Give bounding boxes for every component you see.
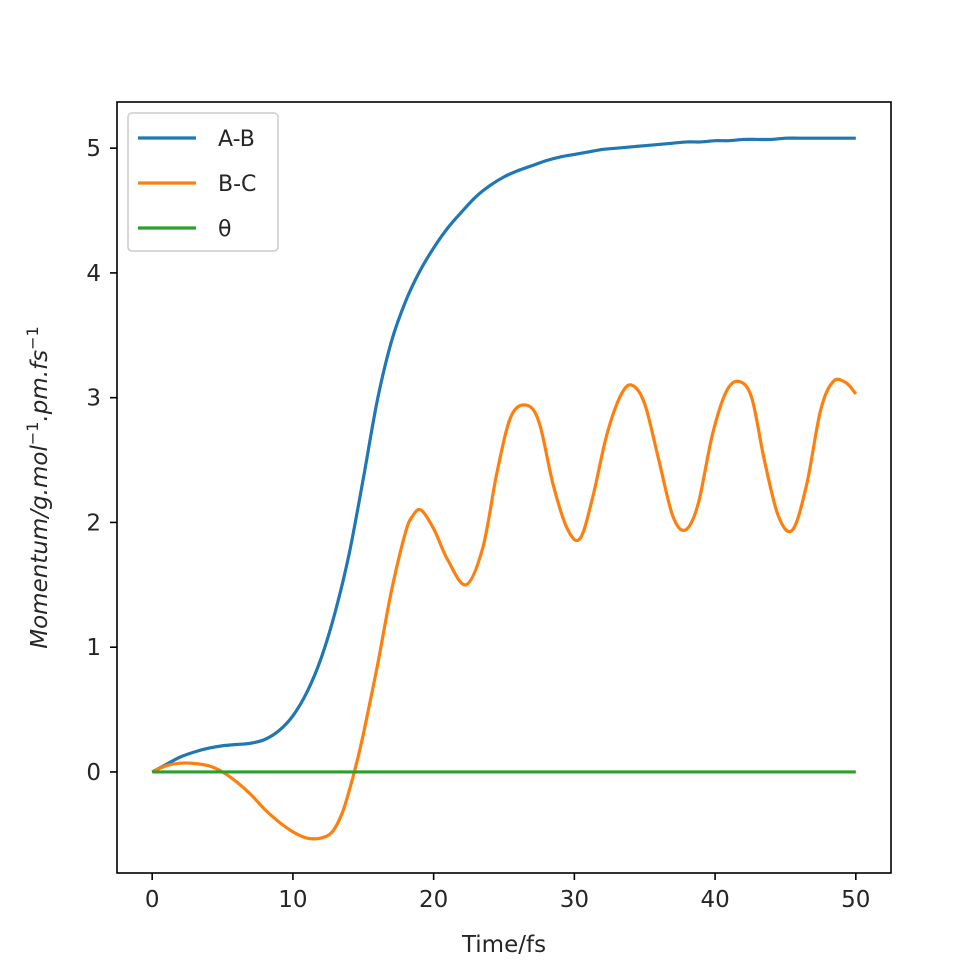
legend-label-2: B-C <box>218 172 256 197</box>
axes-frame <box>116 101 892 874</box>
series-line-2 <box>151 377 858 841</box>
legend-label-3: θ <box>218 217 231 242</box>
legend: A-B B-C θ <box>127 112 279 252</box>
x-axis-ticks: 0 10 20 30 40 50 <box>145 873 870 913</box>
y-tick-label: 1 <box>86 635 101 661</box>
y-tick-label: 5 <box>86 136 101 162</box>
legend-label-1: A-B <box>218 127 255 152</box>
y-axis-ticks: 0 1 2 3 4 5 <box>86 136 117 786</box>
x-axis-label: Time/fs <box>461 932 546 958</box>
y-label-part-1: Momentum/g.mol <box>27 445 53 649</box>
x-tick-label: 50 <box>841 887 870 913</box>
y-tick-label: 0 <box>86 760 101 786</box>
y-tick-label: 4 <box>86 261 101 287</box>
series-layer <box>151 136 858 841</box>
x-tick-label: 30 <box>560 887 589 913</box>
legend-box <box>127 112 279 252</box>
y-axis-label: Momentum/g.mol−1.pm.fs−1 <box>23 326 53 648</box>
x-tick-label: 0 <box>145 887 160 913</box>
x-tick-label: 10 <box>278 887 307 913</box>
series-line-1 <box>151 136 856 774</box>
x-tick-label: 40 <box>700 887 729 913</box>
y-tick-label: 3 <box>86 386 101 412</box>
y-label-exp-2: −1 <box>23 326 42 350</box>
y-tick-label: 2 <box>86 510 101 536</box>
x-tick-label: 20 <box>419 887 448 913</box>
y-label-part-2: .pm.fs <box>27 350 53 422</box>
y-label-exp-1: −1 <box>23 422 42 446</box>
